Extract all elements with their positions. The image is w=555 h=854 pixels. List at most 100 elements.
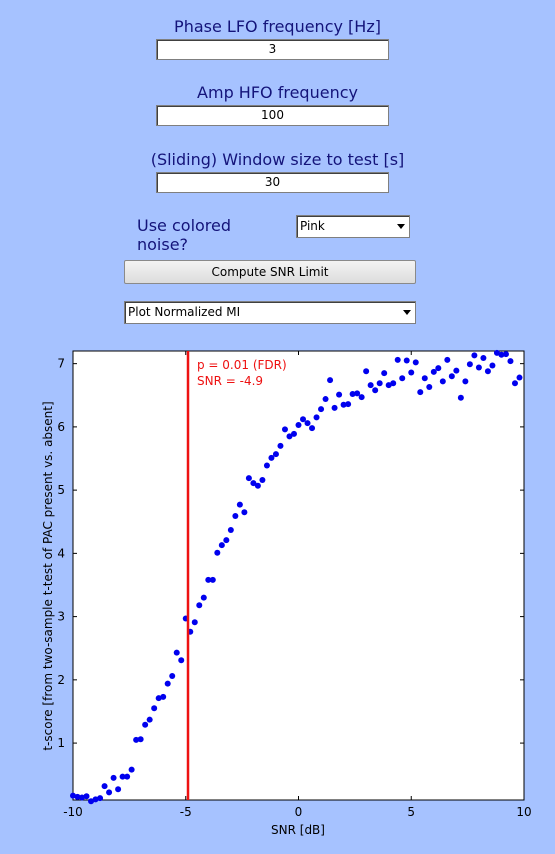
threshold-label-snr: SNR = -4.9 xyxy=(197,374,263,388)
compute-snr-limit-button[interactable]: Compute SNR Limit xyxy=(124,260,416,284)
y-tick-label: 3 xyxy=(57,610,65,624)
data-point xyxy=(191,619,198,626)
data-point xyxy=(133,736,140,743)
data-point xyxy=(439,378,446,385)
data-point xyxy=(313,414,320,421)
data-point xyxy=(372,387,379,394)
plot-area xyxy=(72,350,525,801)
data-point xyxy=(205,576,212,583)
data-point xyxy=(408,369,415,376)
x-tick-label: 10 xyxy=(516,805,531,819)
data-point xyxy=(83,793,90,800)
data-point xyxy=(70,792,76,799)
data-point xyxy=(412,359,419,366)
data-point xyxy=(232,513,239,520)
data-point xyxy=(218,542,225,549)
data-point xyxy=(155,695,162,702)
data-point xyxy=(164,680,171,687)
x-tick-label: -5 xyxy=(180,805,192,819)
data-point xyxy=(200,594,207,601)
data-point xyxy=(223,537,230,544)
data-point xyxy=(484,368,491,375)
data-point xyxy=(263,462,270,469)
data-point xyxy=(106,789,113,796)
data-point xyxy=(327,377,334,384)
data-point xyxy=(119,773,126,780)
y-tick-label: 1 xyxy=(57,736,65,750)
data-point xyxy=(507,358,514,365)
data-point xyxy=(358,394,365,401)
data-point xyxy=(403,357,410,364)
data-point xyxy=(381,370,388,377)
phase-lfo-label: Phase LFO frequency [Hz] xyxy=(174,17,381,36)
data-point xyxy=(466,361,473,368)
data-point xyxy=(480,354,487,361)
data-point xyxy=(268,454,275,461)
data-point xyxy=(462,378,469,385)
data-point xyxy=(457,394,464,401)
data-point xyxy=(322,396,329,403)
data-point xyxy=(345,401,352,408)
y-tick-label: 7 xyxy=(57,357,65,371)
plot-type-select[interactable]: Plot Normalized MI xyxy=(124,301,416,324)
x-tick-label: 5 xyxy=(407,805,415,819)
x-axis-label: SNR [dB] xyxy=(271,823,325,837)
data-point xyxy=(214,549,221,556)
amp-hfo-label: Amp HFO frequency xyxy=(197,83,358,102)
amp-hfo-input[interactable]: 100 xyxy=(156,105,389,126)
data-point xyxy=(74,793,81,800)
data-point xyxy=(173,649,180,656)
data-point xyxy=(376,380,383,387)
data-point xyxy=(417,389,424,396)
data-point xyxy=(79,794,86,801)
y-tick-label: 5 xyxy=(57,483,65,497)
data-point xyxy=(286,433,293,440)
data-point xyxy=(448,373,455,380)
window-size-label: (Sliding) Window size to test [s] xyxy=(150,150,405,169)
data-point xyxy=(493,349,500,356)
data-point xyxy=(471,352,478,359)
data-point xyxy=(209,576,216,583)
colored-noise-value: Pink xyxy=(300,219,325,233)
data-point xyxy=(430,368,437,375)
chevron-down-icon xyxy=(397,224,405,229)
data-point xyxy=(272,451,279,458)
data-point xyxy=(516,374,523,381)
data-point xyxy=(318,406,325,413)
data-point xyxy=(336,391,343,398)
data-point xyxy=(137,736,144,743)
data-point xyxy=(511,380,518,387)
data-point xyxy=(178,657,185,664)
data-point xyxy=(124,773,131,780)
data-point xyxy=(245,475,252,482)
data-point xyxy=(88,798,95,805)
data-point xyxy=(475,364,482,371)
phase-lfo-input[interactable]: 3 xyxy=(156,39,389,60)
threshold-label-p: p = 0.01 (FDR) xyxy=(197,358,287,372)
data-point xyxy=(309,425,316,432)
window-size-input[interactable]: 30 xyxy=(156,172,389,193)
data-point xyxy=(281,426,288,433)
data-point xyxy=(101,783,108,790)
data-point xyxy=(453,367,460,374)
data-point xyxy=(92,796,99,803)
data-point xyxy=(110,774,117,781)
data-point xyxy=(160,693,167,700)
data-point xyxy=(498,351,505,358)
data-point xyxy=(241,509,248,516)
data-point xyxy=(367,382,374,389)
data-point xyxy=(331,404,338,411)
data-point xyxy=(300,416,307,423)
y-tick-label: 2 xyxy=(57,673,65,687)
data-point xyxy=(277,442,284,449)
data-point xyxy=(354,390,361,397)
data-point xyxy=(421,375,428,382)
y-tick-label: 6 xyxy=(57,420,65,434)
data-point xyxy=(304,420,311,427)
colored-noise-select[interactable]: Pink xyxy=(296,215,410,238)
tscore-snr-chart: -10 -5 0 5 10 1 2 3 4 5 6 7 p = 0.01 (FDR) SNR = -4… xyxy=(41,349,532,837)
data-point xyxy=(444,356,451,363)
data-point xyxy=(142,721,149,728)
x-tick-label: 0 xyxy=(295,805,303,819)
data-point xyxy=(489,362,496,369)
